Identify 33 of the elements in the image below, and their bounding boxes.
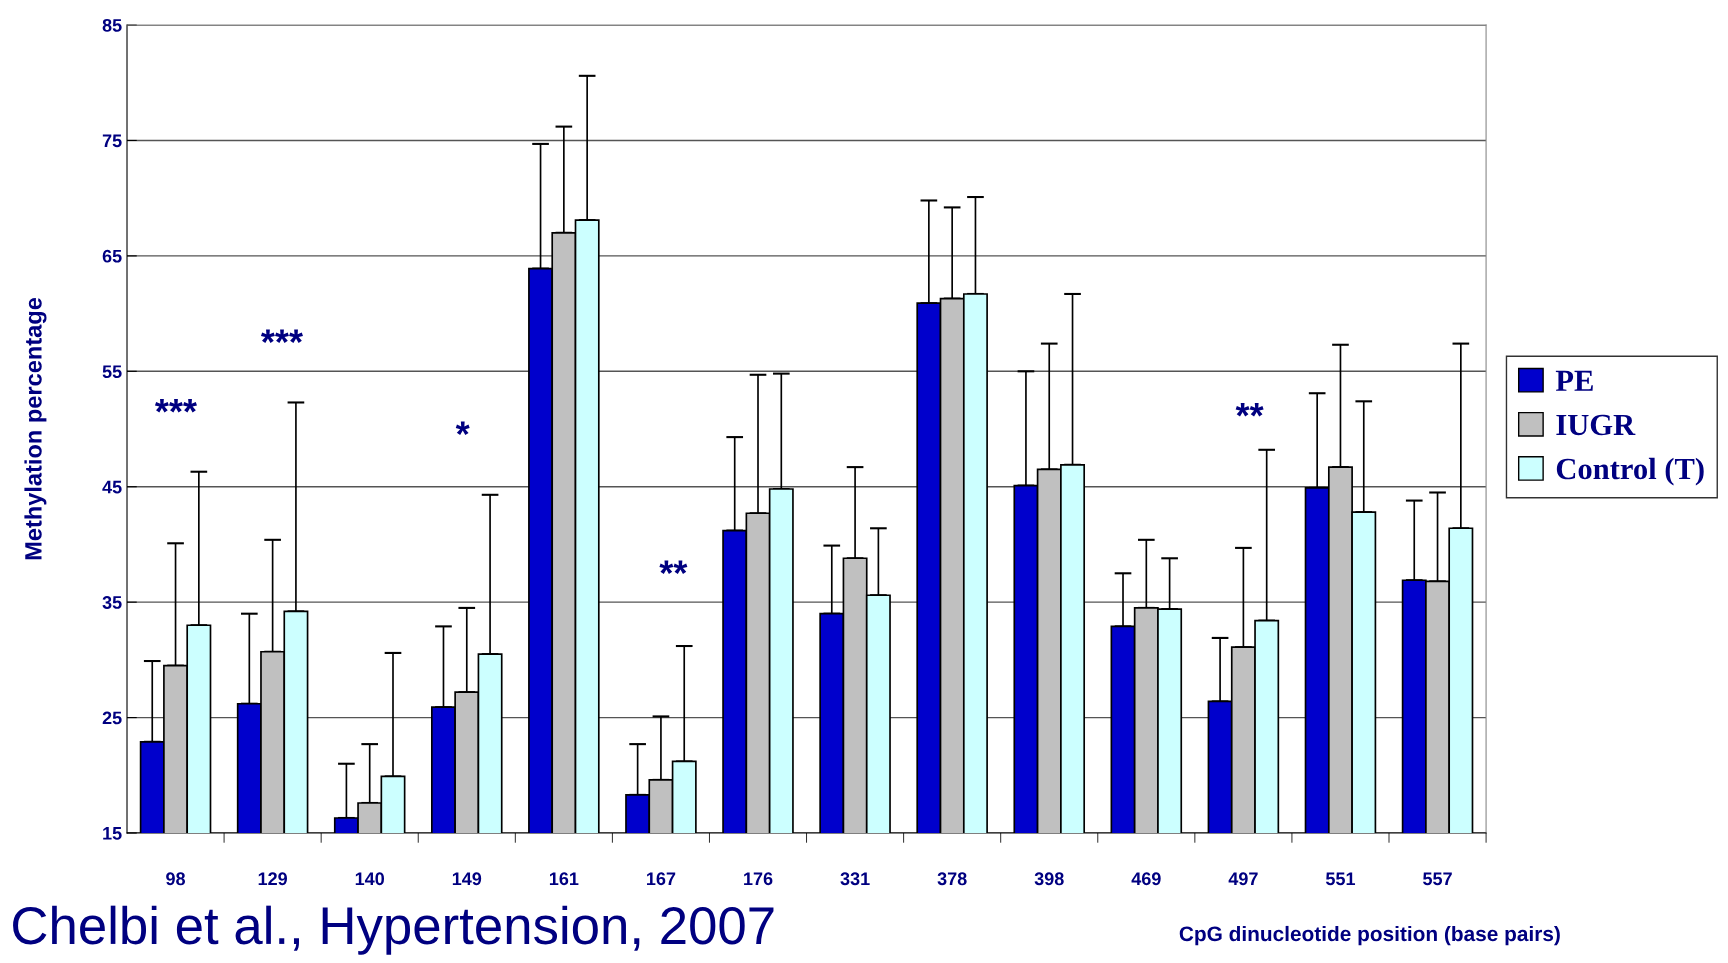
annotation: * xyxy=(455,421,470,436)
x-tick-label: 469 xyxy=(1131,872,1161,886)
x-tick-label: 398 xyxy=(1034,872,1064,886)
y-tick-label: 65 xyxy=(102,249,122,263)
annotation: ** xyxy=(659,560,688,574)
y-tick-label: 85 xyxy=(102,18,122,32)
x-tick-label: 149 xyxy=(452,872,482,886)
y-tick-label: 15 xyxy=(103,827,122,840)
x-tick-label: 129 xyxy=(258,872,288,886)
y-tick-label: 75 xyxy=(102,134,122,148)
x-tick-label: 557 xyxy=(1423,872,1452,886)
y-tick-label: 25 xyxy=(102,711,122,725)
y-tick-label: 55 xyxy=(102,365,122,379)
legend-label: Control (T) xyxy=(1556,457,1704,486)
x-tick-label: 140 xyxy=(355,872,385,886)
legend-label: PE xyxy=(1555,370,1593,391)
x-tick-label: 176 xyxy=(744,872,773,886)
x-tick-label: 551 xyxy=(1325,872,1356,886)
x-tick-label: 331 xyxy=(840,872,870,886)
legend-label: IUGR xyxy=(1556,414,1636,436)
x-tick-label: 497 xyxy=(1228,872,1258,886)
x-axis-title: CpG dinucleotide position (base pairs) xyxy=(1179,925,1560,946)
x-tick-label: 98 xyxy=(166,872,186,886)
x-tick-label: 161 xyxy=(549,872,579,886)
x-tick-label: 167 xyxy=(647,872,676,886)
text: Chelbi et al., Hypertension, 2007 xyxy=(13,905,774,955)
annotation: *** xyxy=(260,329,303,343)
annotation: *** xyxy=(154,398,197,413)
y-axis-title: Methylation percentage xyxy=(24,297,47,560)
y-tick-label: 35 xyxy=(102,596,122,609)
x-tick-label: 378 xyxy=(937,872,967,886)
annotation: ** xyxy=(1235,403,1264,417)
y-tick-label: 45 xyxy=(102,480,122,494)
